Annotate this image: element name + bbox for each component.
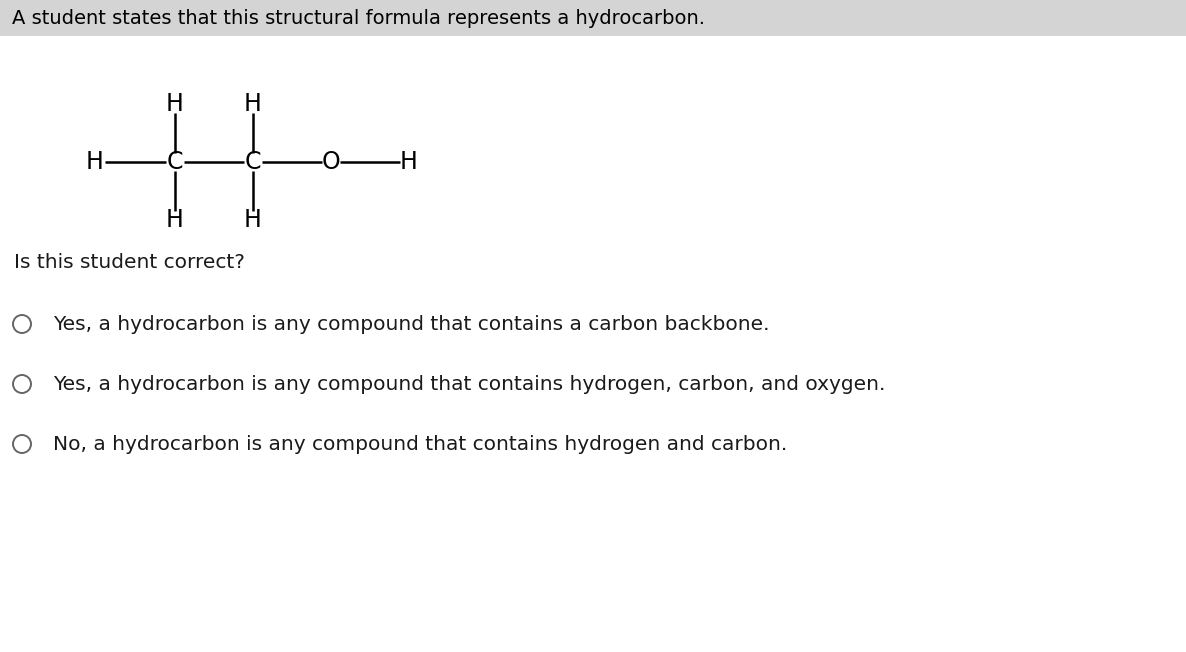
Text: Yes, a hydrocarbon is any compound that contains hydrogen, carbon, and oxygen.: Yes, a hydrocarbon is any compound that … <box>53 374 886 394</box>
Text: H: H <box>166 208 184 232</box>
FancyBboxPatch shape <box>0 0 1186 36</box>
Text: C: C <box>167 150 184 174</box>
Text: H: H <box>400 150 417 174</box>
Text: H: H <box>244 92 262 116</box>
Text: H: H <box>166 92 184 116</box>
Text: A student states that this structural formula represents a hydrocarbon.: A student states that this structural fo… <box>12 8 704 27</box>
Text: Yes, a hydrocarbon is any compound that contains a carbon backbone.: Yes, a hydrocarbon is any compound that … <box>53 314 770 334</box>
Text: H: H <box>244 208 262 232</box>
Text: H: H <box>87 150 104 174</box>
Text: O: O <box>321 150 340 174</box>
Text: Is this student correct?: Is this student correct? <box>14 252 244 271</box>
Text: C: C <box>244 150 261 174</box>
Text: No, a hydrocarbon is any compound that contains hydrogen and carbon.: No, a hydrocarbon is any compound that c… <box>53 434 788 454</box>
